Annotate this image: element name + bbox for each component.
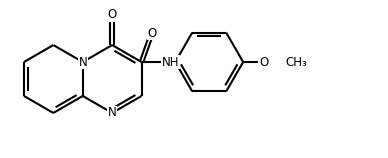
Text: CH₃: CH₃ <box>285 55 307 69</box>
Text: O: O <box>259 55 268 69</box>
Text: N: N <box>78 55 87 69</box>
Text: N: N <box>108 106 116 119</box>
Text: O: O <box>107 8 117 21</box>
Text: O: O <box>147 27 156 40</box>
Text: NH: NH <box>162 55 179 69</box>
